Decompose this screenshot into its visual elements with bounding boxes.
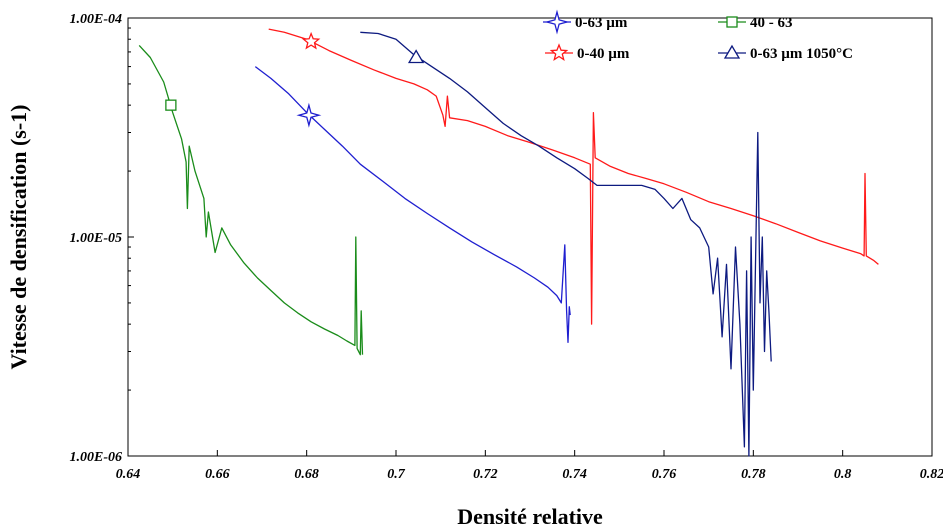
legend-marker <box>726 16 738 28</box>
legend-item-3: 40 - 63 <box>718 15 793 31</box>
series-line-1 <box>254 66 571 344</box>
y-axis-title: Vitesse de densification (s-1) <box>6 105 31 370</box>
series-marker-3 <box>165 99 177 111</box>
x-tick-label: 0.78 <box>741 467 766 482</box>
legend-item-1: 0-63 µm <box>543 9 628 35</box>
legend-item-2: 0-40 µm <box>545 43 630 62</box>
x-tick-label: 0.7 <box>387 467 406 482</box>
legend: 0-63 µm 0-40 µm 40 - 63 0-63 µm 1050°C <box>543 9 853 62</box>
x-tick-label: 0.68 <box>294 467 319 482</box>
axes: 1.00E-04 1.00E-05 1.00E-06 0.64 0.66 0.68 0.7 0… <box>70 12 943 482</box>
series-line-2 <box>268 28 879 325</box>
legend-marker <box>723 44 741 59</box>
series-layer <box>138 28 879 457</box>
series-marker-2 <box>301 31 321 50</box>
series-line-4 <box>360 31 772 457</box>
y-tick-label: 1.00E-06 <box>70 450 123 465</box>
x-tick-label: 0.8 <box>834 467 852 482</box>
legend-marker <box>544 9 570 35</box>
x-axis-title: Densité relative <box>457 504 603 529</box>
x-tick-label: 0.74 <box>562 467 587 482</box>
x-tick-label: 0.82 <box>920 467 943 482</box>
y-tick-label: 1.00E-05 <box>70 231 123 246</box>
x-tick-label: 0.66 <box>205 467 230 482</box>
legend-label: 0-63 µm 1050°C <box>750 46 853 62</box>
legend-label: 40 - 63 <box>750 15 793 31</box>
x-tick-label: 0.64 <box>116 467 141 482</box>
series-line-3 <box>138 44 364 356</box>
legend-label: 0-40 µm <box>577 46 630 62</box>
x-tick-label: 0.72 <box>473 467 498 482</box>
legend-label: 0-63 µm <box>575 15 628 31</box>
series-marker-4 <box>407 49 425 64</box>
series-marker-1 <box>296 102 322 128</box>
legend-item-4: 0-63 µm 1050°C <box>718 44 853 62</box>
y-tick-label: 1.00E-04 <box>70 12 123 27</box>
legend-marker <box>549 43 569 61</box>
x-tick-label: 0.76 <box>652 467 677 482</box>
